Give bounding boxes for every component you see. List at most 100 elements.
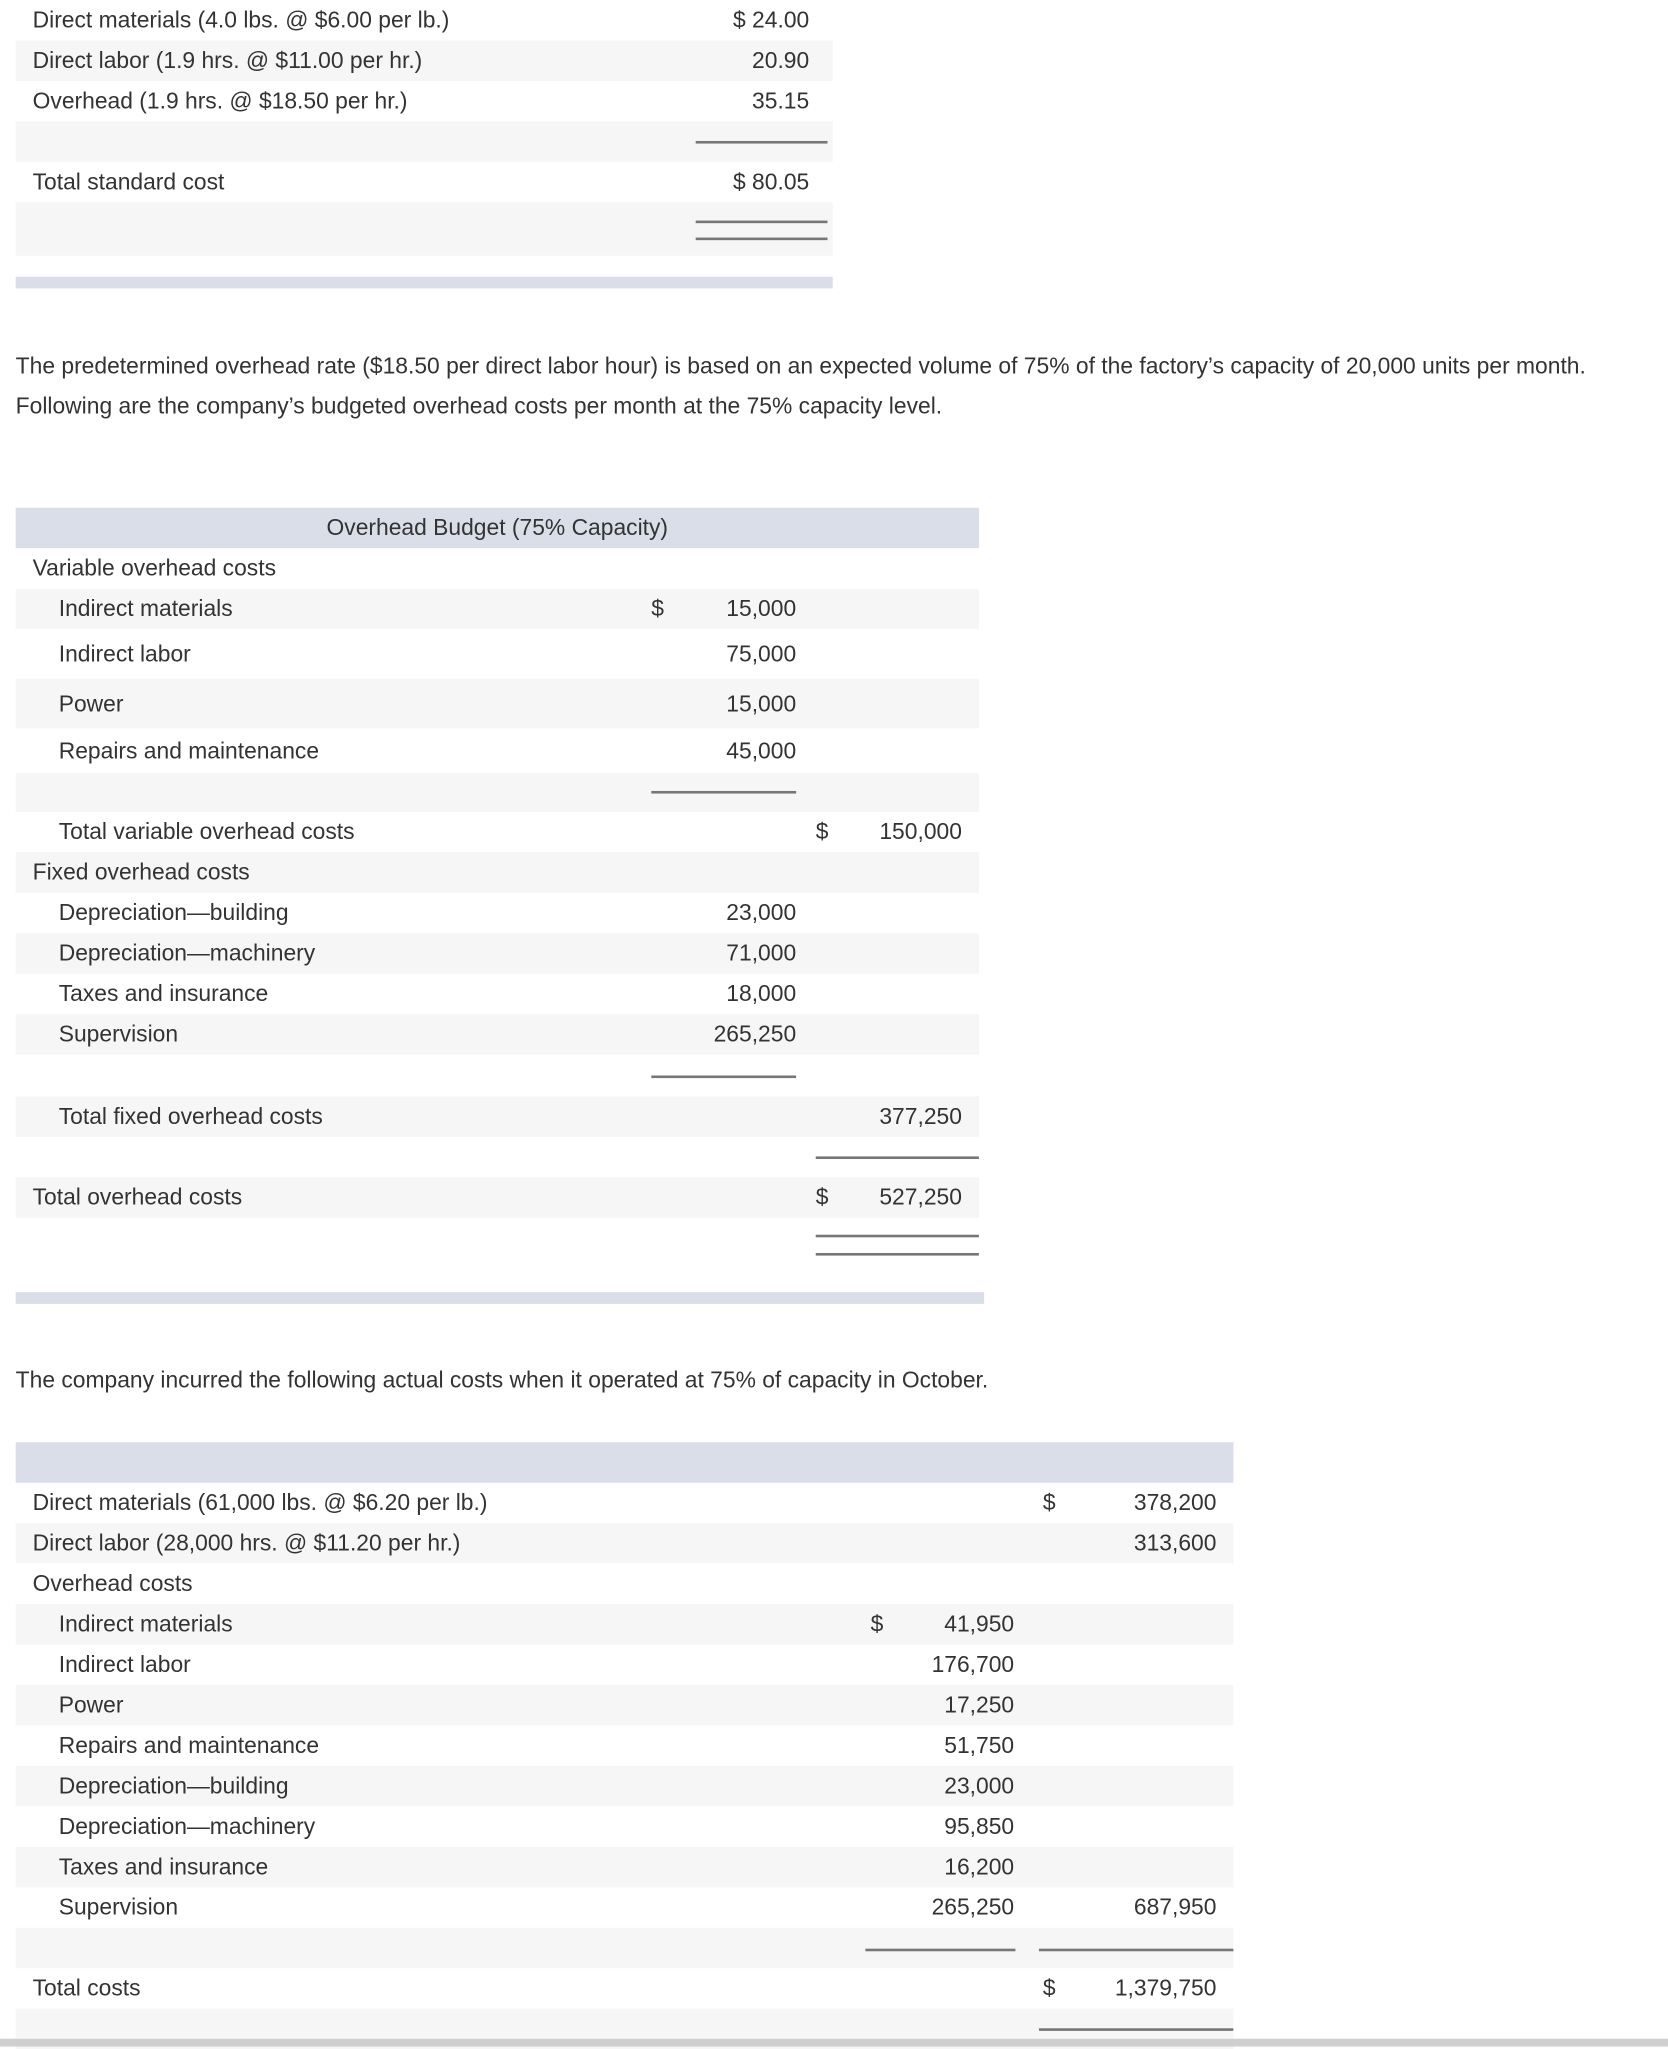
row-label: Total standard cost <box>32 168 225 195</box>
amount-column-2: 150,000 <box>879 818 962 845</box>
actual-costs-header <box>15 1442 1234 1483</box>
row-label: Depreciation—building <box>58 899 289 926</box>
amount-column-1: 75,000 <box>726 640 797 667</box>
double-underline <box>695 220 828 223</box>
table-row: Indirect materials $15,000 <box>15 588 979 630</box>
subtotal-underline <box>651 790 797 793</box>
amount-column-2: 378,200 <box>1133 1489 1217 1516</box>
amount-column-1: 51,750 <box>944 1732 1015 1759</box>
subtotal-underline <box>1038 1948 1234 1951</box>
scrollbar-track <box>0 2038 1668 2047</box>
double-underline <box>815 1234 979 1237</box>
table-row: Supervision 265,250 687,950 <box>16 1887 1234 1927</box>
row-label: Total variable overhead costs <box>58 818 355 845</box>
table-row: Fixed overhead costs <box>15 852 979 893</box>
table-row: Repairs and maintenance 51,750 <box>16 1725 1234 1765</box>
amount-column-2: 1,379,750 <box>1114 1974 1217 2001</box>
table-divider <box>15 276 833 289</box>
row-label: Power <box>58 690 124 717</box>
table-row: Taxes and insurance 16,200 <box>15 1846 1234 1888</box>
table-row: Overhead costs <box>16 1564 1234 1604</box>
amount-column-1: 265,250 <box>931 1893 1015 1920</box>
row-label: Taxes and insurance <box>58 980 269 1007</box>
row-label: Variable overhead costs <box>32 554 276 581</box>
dollar-sign: $ <box>651 595 665 622</box>
paragraph-actual-costs: The company incurred the following actua… <box>15 1366 989 1393</box>
table-row: Total fixed overhead costs 377,250 <box>15 1096 979 1137</box>
total-underline <box>1038 2028 1234 2031</box>
paragraph-overhead-rate: The predetermined overhead rate ($18.50 … <box>15 352 1586 419</box>
table-row: Depreciation—building 23,000 <box>15 1765 1234 1807</box>
amount-column-1: 71,000 <box>726 939 797 966</box>
table-row: Direct materials (61,000 lbs. @ $6.20 pe… <box>16 1483 1234 1523</box>
row-label: Depreciation—building <box>58 1772 289 1799</box>
table-row: Indirect materials $41,950 <box>15 1604 1234 1645</box>
row-label: Direct materials (4.0 lbs. @ $6.00 per l… <box>32 6 450 33</box>
total-underline <box>695 140 828 143</box>
table-row: Overhead (1.9 hrs. @ $18.50 per hr.) 35.1… <box>16 81 833 121</box>
dollar-sign: $ <box>1042 1974 1056 2001</box>
table-row: Total costs $1,379,750 <box>16 1968 1234 2008</box>
table-row: Repairs and maintenance 45,000 <box>16 728 979 772</box>
dollar-sign: $ <box>815 818 829 845</box>
row-amount: 35.15 <box>752 87 810 114</box>
row-label: Indirect labor <box>58 1651 191 1678</box>
amount-column-2: 687,950 <box>1133 1893 1217 1920</box>
table-row: Depreciation—building 23,000 <box>16 893 979 933</box>
amount-column-1: 265,250 <box>713 1020 797 1047</box>
table-row: Direct labor (28,000 hrs. @ $11.20 per h… <box>15 1523 1234 1564</box>
row-label: Total fixed overhead costs <box>58 1102 323 1129</box>
table-row <box>15 772 979 812</box>
row-label: Power <box>58 1691 124 1718</box>
amount-column-2: 527,250 <box>879 1183 962 1210</box>
row-label: Total costs <box>32 1974 141 2001</box>
amount-column-1: 41,950 <box>944 1610 1015 1637</box>
table-row: Depreciation—machinery 95,850 <box>16 1806 1234 1846</box>
amount-column-1: 23,000 <box>726 899 797 926</box>
row-label: Taxes and insurance <box>58 1853 269 1880</box>
amount-column-1: 17,250 <box>944 1691 1015 1718</box>
amount-column-1: 15,000 <box>726 690 797 717</box>
subtotal-underline <box>865 1948 1016 1951</box>
row-label: Direct labor (1.9 hrs. @ $11.00 per hr.) <box>32 46 423 74</box>
row-label: Repairs and maintenance <box>58 737 320 764</box>
row-amount: $ 24.00 <box>733 6 810 33</box>
total-underline <box>815 1156 979 1159</box>
table-row: Taxes and insurance 18,000 <box>16 974 979 1014</box>
table-row: Power 17,250 <box>15 1685 1234 1726</box>
table-row: Depreciation—machinery 71,000 <box>15 933 979 974</box>
table-row <box>16 1218 979 1270</box>
overhead-budget-title: Overhead Budget (75% Capacity) <box>15 507 979 549</box>
table-row: Indirect labor 75,000 <box>16 629 979 679</box>
subtotal-underline <box>651 1075 797 1078</box>
table-row: Variable overhead costs <box>16 548 979 588</box>
amount-column-2: 313,600 <box>1133 1529 1217 1556</box>
table-row <box>15 1927 1234 1969</box>
row-label: Indirect materials <box>58 595 233 622</box>
row-label: Depreciation—machinery <box>58 939 316 966</box>
table-divider <box>15 1292 985 1304</box>
row-label: Repairs and maintenance <box>58 1732 320 1759</box>
row-label: Direct materials (61,000 lbs. @ $6.20 pe… <box>32 1489 488 1516</box>
row-label: Overhead (1.9 hrs. @ $18.50 per hr.) <box>32 87 408 114</box>
row-label: Fixed overhead costs <box>32 858 250 885</box>
amount-column-1: 18,000 <box>726 980 797 1007</box>
table-row: Power 15,000 <box>15 678 979 729</box>
table-row: Direct labor (1.9 hrs. @ $11.00 per hr.)… <box>15 40 833 81</box>
amount-column-1: 45,000 <box>726 737 797 764</box>
dollar-sign: $ <box>870 1610 884 1637</box>
table-row: Supervision 265,250 <box>15 1014 979 1055</box>
row-label: Total overhead costs <box>32 1183 243 1210</box>
amount-column-1: 95,850 <box>944 1812 1015 1840</box>
row-label: Depreciation—machinery <box>58 1812 316 1840</box>
double-underline <box>695 237 828 240</box>
dollar-sign: $ <box>815 1183 829 1210</box>
row-amount: 20.90 <box>752 46 810 74</box>
amount-column-1: 176,700 <box>931 1651 1015 1678</box>
table-row: Direct materials (4.0 lbs. @ $6.00 per l… <box>16 0 833 40</box>
table-row <box>16 1055 979 1095</box>
table-row <box>15 202 833 256</box>
table-row: Total overhead costs $527,250 <box>15 1177 979 1218</box>
table-row: Total standard cost $ 80.05 <box>16 162 833 202</box>
